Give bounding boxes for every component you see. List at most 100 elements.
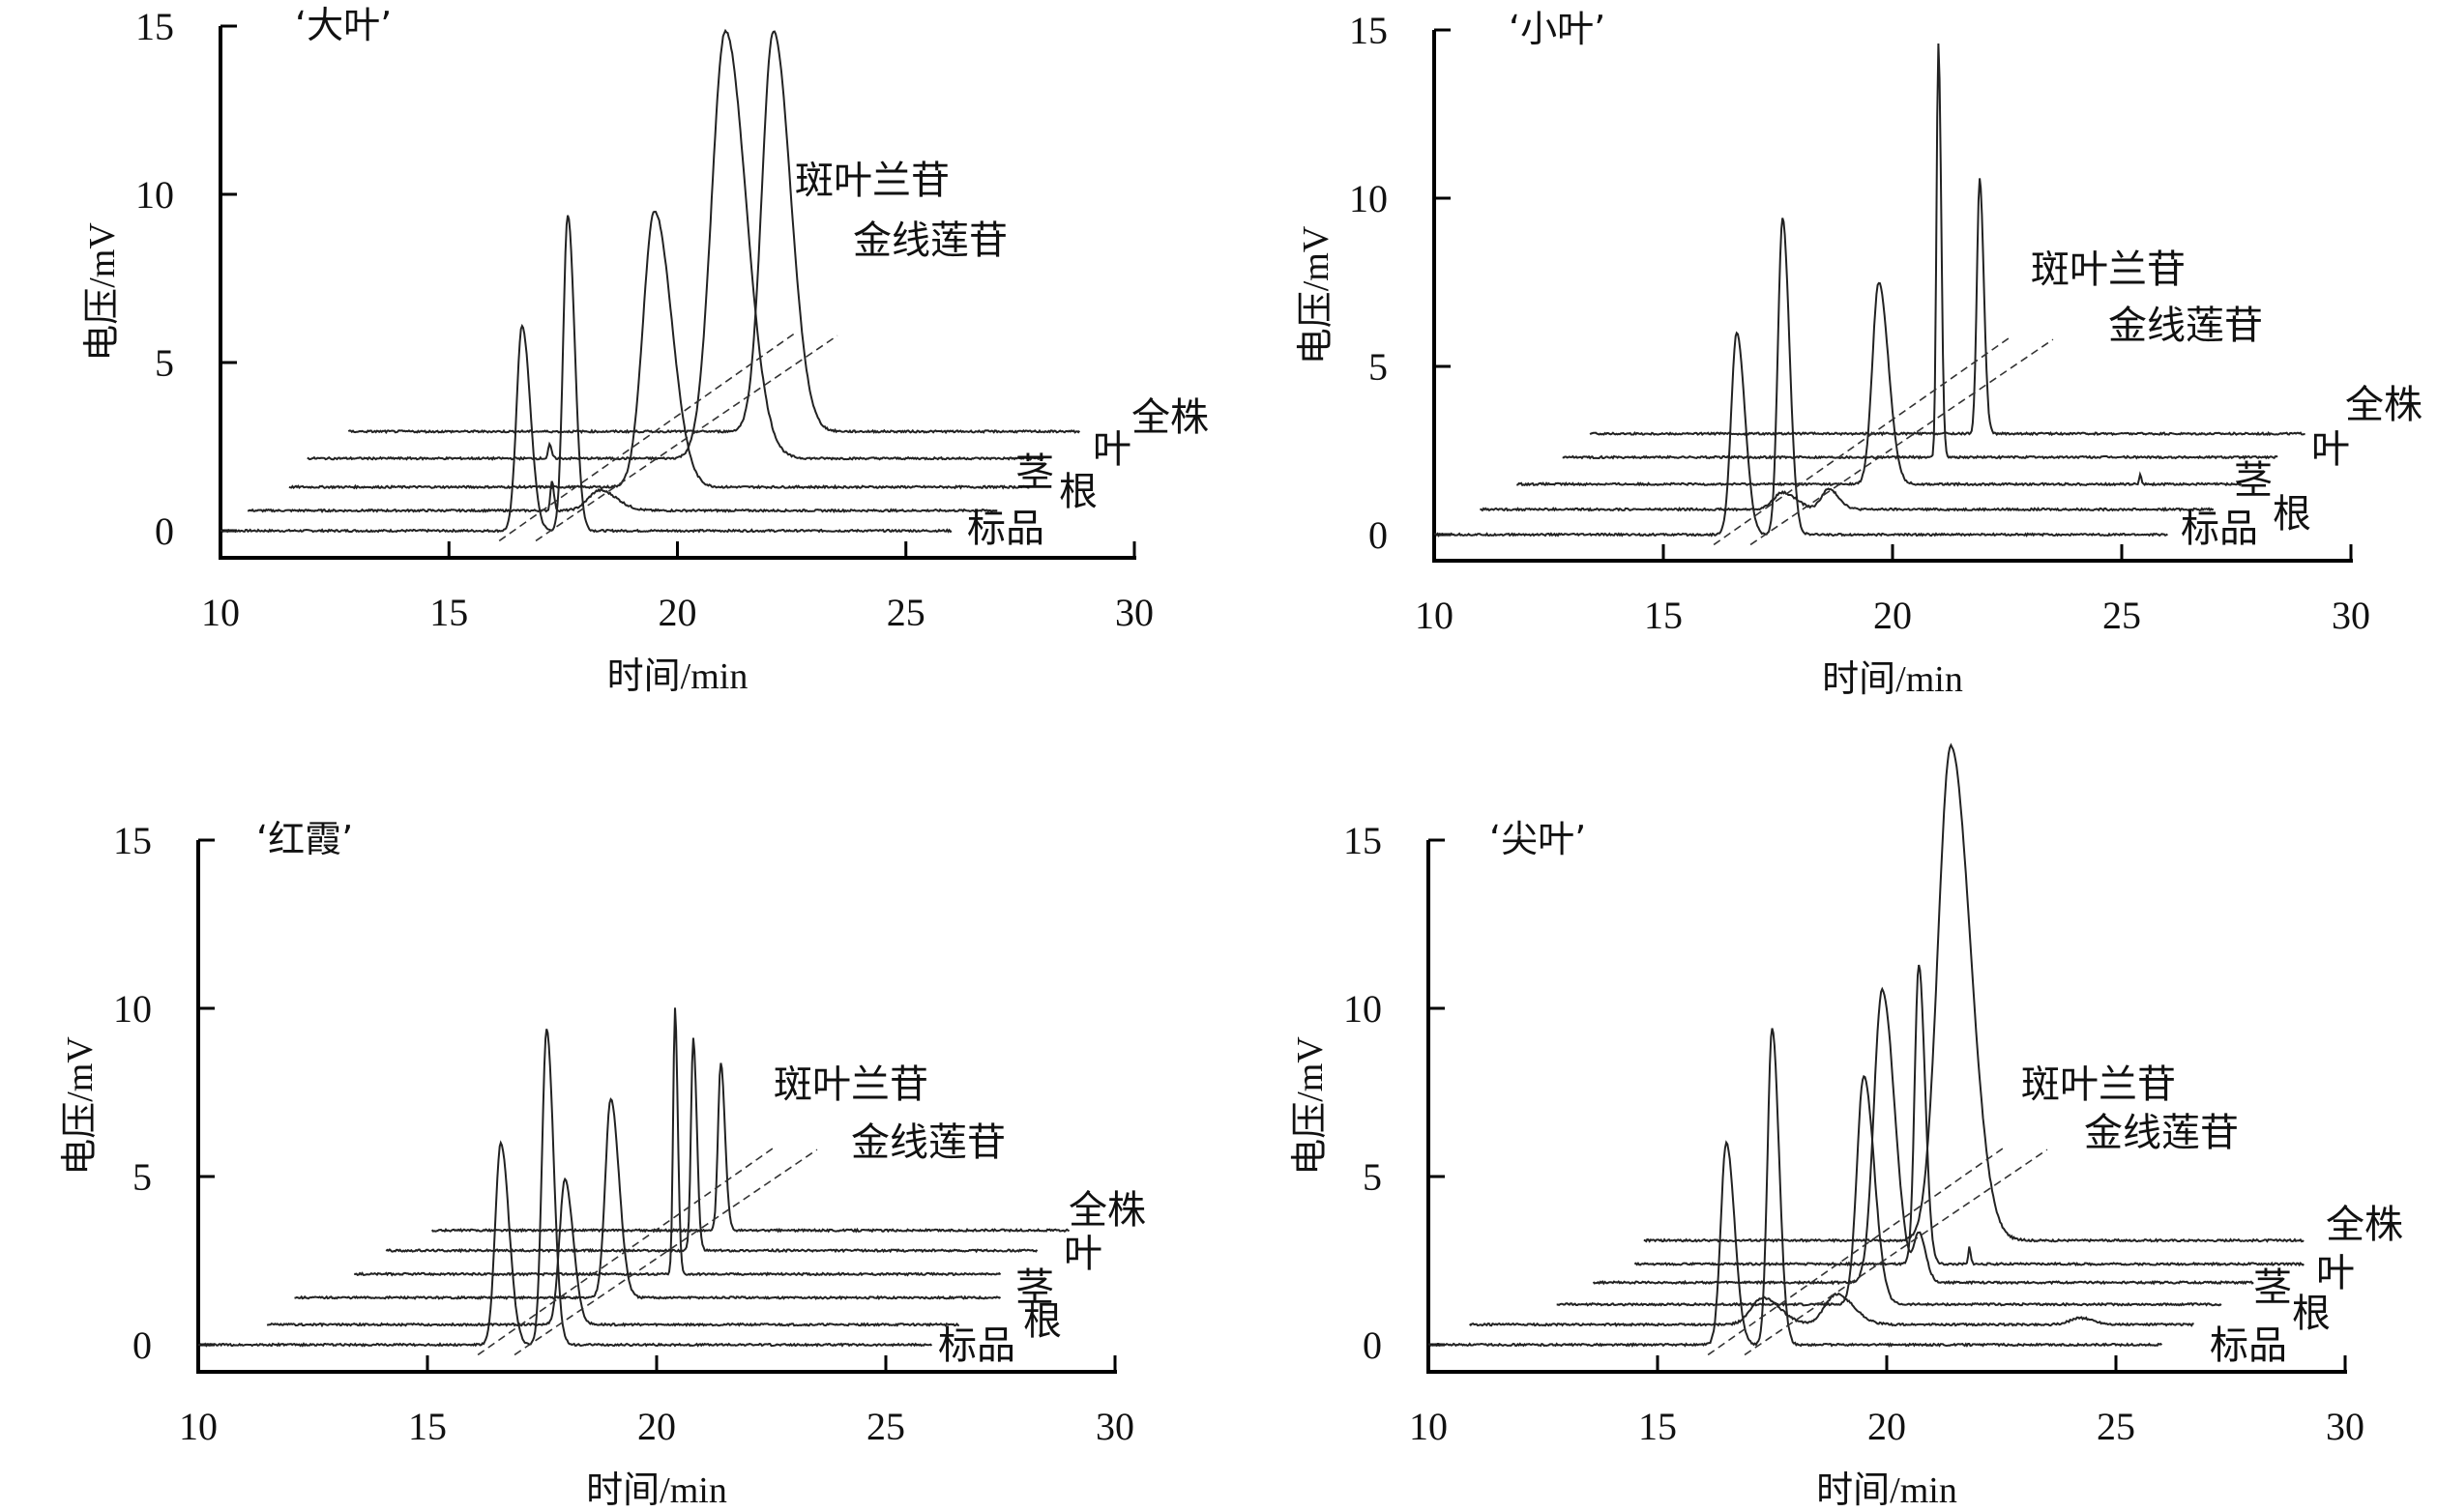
x-axis-title: 时间/min bbox=[607, 656, 749, 697]
trace-extra bbox=[430, 1062, 1071, 1234]
retention-guide-line bbox=[514, 1149, 818, 1356]
x-tick-label: 10 bbox=[1409, 1405, 1448, 1448]
compound-label: 斑叶兰苷 bbox=[2031, 247, 2186, 292]
trace-extra bbox=[1643, 742, 2305, 1243]
x-tick-label: 15 bbox=[408, 1405, 447, 1448]
chart-panel-1: 10 15 20 25 30 0 5 10 15 时间/min 电压/mV ‘小叶’ 斑叶兰苷金线莲苷标… bbox=[1296, 8, 2422, 700]
y-tick-label: 10 bbox=[113, 987, 152, 1031]
series-label: 标品 bbox=[967, 507, 1044, 551]
x-tick-label: 25 bbox=[887, 591, 925, 634]
series-label: 全株 bbox=[2326, 1203, 2403, 1247]
trace-叶 bbox=[307, 28, 1044, 461]
y-tick-label: 15 bbox=[113, 819, 152, 862]
series-label: 全株 bbox=[2345, 383, 2422, 427]
y-tick-label: 0 bbox=[132, 1323, 152, 1367]
x-tick-label: 10 bbox=[201, 591, 240, 634]
y-tick-label: 0 bbox=[1368, 513, 1388, 557]
compound-label: 金线莲苷 bbox=[851, 1120, 1006, 1165]
x-tick-label: 20 bbox=[637, 1405, 676, 1448]
series-label: 全株 bbox=[1131, 395, 1209, 440]
trace-标品 bbox=[1433, 218, 2168, 538]
compound-label: 金线莲苷 bbox=[2108, 304, 2263, 348]
x-tick-label: 25 bbox=[2102, 594, 2141, 637]
compound-label: 斑叶兰苷 bbox=[2021, 1062, 2176, 1107]
compound-label: 金线莲苷 bbox=[853, 218, 1008, 263]
x-tick-label: 30 bbox=[2332, 594, 2370, 637]
chart-panel-3: 10 15 20 25 30 0 5 10 15 时间/min 电压/mV ‘尖叶’ 斑叶兰苷金线莲苷标… bbox=[1290, 742, 2403, 1511]
y-axis-title: 电压/mV bbox=[60, 1036, 101, 1176]
x-tick-label: 20 bbox=[659, 591, 697, 634]
compound-label: 斑叶兰苷 bbox=[795, 159, 950, 203]
series-label: 叶 bbox=[2316, 1251, 2355, 1295]
trace-叶 bbox=[353, 1007, 1002, 1277]
panel-title: ‘小叶’ bbox=[1509, 8, 1605, 50]
chart-panel-0: 10 15 20 25 30 0 5 10 15 时间/min 电压/mV ‘大叶’ 斑叶兰苷金线莲苷标… bbox=[82, 4, 1209, 697]
trace-茎 bbox=[1515, 281, 2243, 487]
retention-guide-line bbox=[1749, 338, 2054, 546]
x-tick-label: 25 bbox=[866, 1405, 905, 1448]
panel-title: ‘红霞’ bbox=[256, 818, 353, 860]
trace-全株 bbox=[1589, 178, 2305, 437]
retention-guide-line bbox=[1713, 335, 2012, 546]
y-axis-title: 电压/mV bbox=[1296, 225, 1336, 364]
x-tick-label: 30 bbox=[2326, 1405, 2364, 1448]
x-tick-label: 10 bbox=[1415, 594, 1453, 637]
trace-茎 bbox=[294, 1097, 1002, 1301]
x-tick-label: 30 bbox=[1115, 591, 1154, 634]
trace-叶 bbox=[1592, 986, 2254, 1286]
y-tick-label: 5 bbox=[1368, 345, 1388, 389]
x-tick-label: 15 bbox=[1644, 594, 1683, 637]
series-label: 茎 bbox=[2253, 1265, 2292, 1310]
x-tick-label: 15 bbox=[1638, 1405, 1677, 1448]
retention-guide-line bbox=[477, 1146, 777, 1356]
series-label: 根 bbox=[2273, 492, 2311, 537]
x-axis-title: 时间/min bbox=[1816, 1470, 1957, 1511]
trace-茎 bbox=[1556, 1074, 2222, 1307]
y-tick-label: 0 bbox=[155, 509, 174, 553]
trace-根 bbox=[1468, 1292, 2194, 1327]
x-axis-title: 时间/min bbox=[586, 1470, 727, 1511]
trace-根 bbox=[1480, 487, 2215, 512]
y-tick-label: 15 bbox=[1349, 9, 1388, 52]
x-tick-label: 20 bbox=[1867, 1405, 1906, 1448]
series-label: 叶 bbox=[1093, 427, 1131, 472]
compound-label: 斑叶兰苷 bbox=[774, 1062, 928, 1107]
panel-title: ‘大叶’ bbox=[295, 4, 392, 46]
compound-label: 金线莲苷 bbox=[2084, 1111, 2239, 1155]
y-axis-title: 电压/mV bbox=[1290, 1036, 1331, 1176]
y-tick-label: 5 bbox=[155, 341, 174, 385]
trace-根 bbox=[247, 480, 998, 514]
series-label: 根 bbox=[2292, 1292, 2331, 1336]
trace-全株 bbox=[1633, 964, 2305, 1267]
x-tick-label: 20 bbox=[1873, 594, 1912, 637]
chart-panel-2: 10 15 20 25 30 0 5 10 15 时间/min 电压/mV ‘红霞’ 斑叶兰苷金线莲苷标… bbox=[60, 818, 1146, 1511]
series-label: 根 bbox=[1059, 470, 1098, 514]
series-label: 全株 bbox=[1069, 1188, 1146, 1233]
y-tick-label: 10 bbox=[1349, 177, 1388, 220]
y-tick-label: 15 bbox=[1343, 819, 1382, 862]
y-tick-label: 15 bbox=[135, 5, 174, 48]
x-axis-title: 时间/min bbox=[1822, 659, 1963, 700]
trace-标品 bbox=[1427, 1028, 2163, 1348]
x-tick-label: 15 bbox=[429, 591, 468, 634]
y-tick-label: 5 bbox=[132, 1155, 152, 1199]
trace-叶 bbox=[1562, 43, 2278, 460]
series-label: 标品 bbox=[2210, 1323, 2287, 1368]
retention-guide-line bbox=[535, 334, 838, 542]
x-tick-label: 30 bbox=[1096, 1405, 1134, 1448]
y-tick-label: 10 bbox=[135, 173, 174, 217]
x-tick-label: 10 bbox=[179, 1405, 218, 1448]
x-tick-label: 25 bbox=[2097, 1405, 2135, 1448]
trace-全株 bbox=[385, 1037, 1039, 1254]
y-tick-label: 5 bbox=[1363, 1155, 1382, 1199]
trace-标品 bbox=[197, 1029, 933, 1348]
retention-guide-line bbox=[1744, 1149, 2048, 1356]
trace-根 bbox=[266, 1177, 959, 1328]
series-label: 茎 bbox=[1015, 451, 1054, 495]
y-axis-title: 电压/mV bbox=[82, 222, 123, 362]
trace-全株 bbox=[347, 30, 1081, 435]
retention-guide-line bbox=[498, 332, 797, 542]
panel-title: ‘尖叶’ bbox=[1489, 818, 1586, 860]
trace-标品 bbox=[220, 215, 953, 534]
